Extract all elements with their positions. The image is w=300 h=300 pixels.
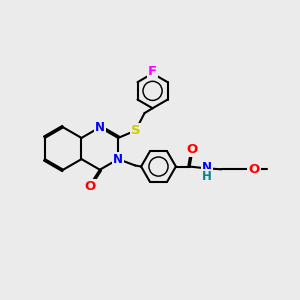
Text: O: O (248, 163, 260, 176)
Text: H: H (202, 170, 212, 183)
Text: N: N (95, 121, 105, 134)
Text: F: F (148, 64, 157, 78)
Text: N: N (113, 153, 123, 166)
Text: N: N (202, 161, 212, 174)
Text: S: S (131, 124, 140, 137)
Text: O: O (85, 180, 96, 194)
Text: O: O (187, 143, 198, 156)
